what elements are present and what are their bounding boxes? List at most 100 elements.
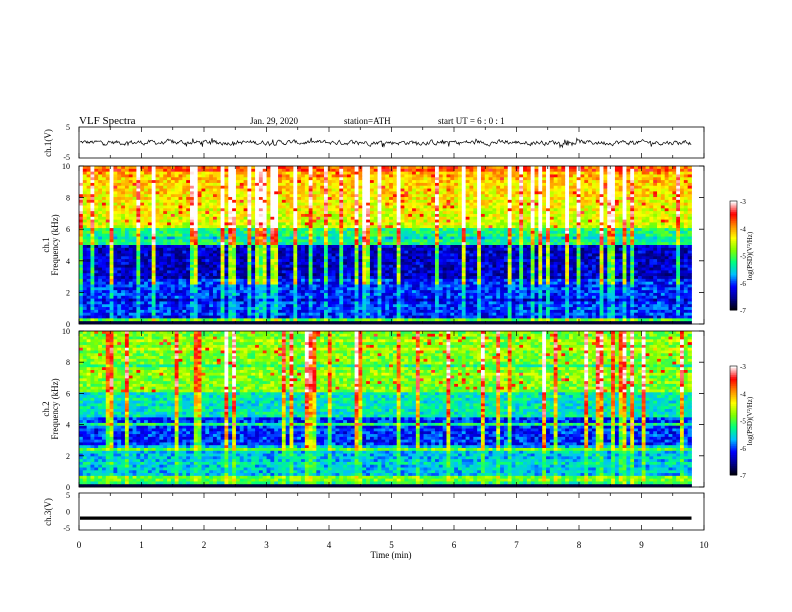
ch2-colorbar-swatch xyxy=(730,458,737,461)
time-tick-label: 1 xyxy=(139,540,144,550)
ch2-spectrogram-ytick-label: 8 xyxy=(66,358,70,367)
ch2-colorbar-swatch xyxy=(730,471,737,474)
ch1-colorbar-swatch xyxy=(730,270,737,273)
ch2-colorbar-tick: -5 xyxy=(740,418,746,426)
ch2-frequency-label: Frequency (kHz) xyxy=(50,378,60,439)
ch1-spectrogram-yticks: 0 2 4 6 8 10 xyxy=(62,162,704,329)
time-tick-label: 9 xyxy=(639,540,644,550)
ch1-colorbar-swatch xyxy=(730,273,737,276)
ch1-spectrogram-ytick-label: 4 xyxy=(66,257,70,266)
ch1-colorbar-swatch xyxy=(730,277,737,280)
ch1-spectrogram-ytick-label: 8 xyxy=(66,194,70,203)
ch1-colorbar-swatch xyxy=(730,308,737,311)
time-axis-label: Time (min) xyxy=(371,550,412,560)
ch1-colorbar-swatch xyxy=(730,222,737,226)
ch2-colorbar-swatch xyxy=(730,375,737,378)
ch1-waveform-trace xyxy=(79,137,692,149)
ch1-colorbar-swatch xyxy=(730,262,737,266)
ch2-spectrogram-ytick-label: 0 xyxy=(66,483,70,492)
ch1-waveform-panel: 5 -5 ch.1(V) xyxy=(43,123,705,162)
ch2-colorbar-swatch xyxy=(730,404,737,407)
ch1-colorbar-swatch xyxy=(730,248,737,251)
ch1-colorbar-swatch xyxy=(730,202,737,206)
ch1-colorbar: -3 -4 -5 -6 -7 xyxy=(729,198,746,315)
ch1-colorbar-swatch xyxy=(730,239,737,242)
ch2-colorbar-swatch xyxy=(730,453,737,456)
ch2-colorbar-frame xyxy=(729,365,738,476)
ch1-colorbar-label: log(PSD)(V²/Hz) xyxy=(746,231,754,280)
ch1-colorbar-swatch xyxy=(730,211,737,215)
ch2-colorbar-swatch xyxy=(730,433,737,436)
ch1-colorbar-swatch xyxy=(730,286,737,289)
ch1-colorbar-swatch xyxy=(730,259,737,262)
ch3-waveform-panel: 5 -5 ch.3(V) 0 xyxy=(43,491,705,533)
ch2-colorbar-swatch xyxy=(730,395,737,398)
ch1-colorbar-swatch xyxy=(730,208,737,211)
ch2-colorbar-swatch xyxy=(730,400,737,403)
ch2-colorbar-swatch xyxy=(730,366,737,369)
ch1-colorbar-tick: -5 xyxy=(740,253,746,261)
ch2-colorbar-swatch xyxy=(730,440,737,443)
ch2-colorbar-label: log(PSD)(V²/Hz) xyxy=(746,396,754,445)
ch1-colorbar-swatch xyxy=(730,255,737,258)
ch2-colorbar-swatch xyxy=(730,389,737,392)
ch2-colorbar: -3 -4 -5 -6 -7 xyxy=(729,363,746,480)
ch2-colorbar-swatch xyxy=(730,473,737,476)
ch2-colorbar-swatch xyxy=(730,436,737,440)
ch3-ytick-top: 5 xyxy=(66,491,70,500)
ch1-colorbar-swatch xyxy=(730,266,737,269)
ch2-colorbar-tick: -3 xyxy=(740,363,746,371)
ch2-colorbar-swatch xyxy=(730,464,737,467)
ch1-ytick-bottom: -5 xyxy=(63,153,70,162)
ch1-colorbar-swatch xyxy=(730,204,737,207)
start-time-label: start UT = 6 : 0 : 1 xyxy=(438,116,505,126)
time-axis-tick-labels: 0 1 2 3 4 5 6 7 8 9 10 xyxy=(77,540,709,550)
ch2-colorbar-swatch xyxy=(730,371,737,374)
ch1-colorbar-swatch xyxy=(730,231,737,235)
ch2-colorbar-swatch xyxy=(730,424,737,427)
ch1-spectrogram-ytick-label: 2 xyxy=(66,288,70,297)
ch1-colorbar-tick: -4 xyxy=(740,225,746,233)
ch1-colorbar-swatch xyxy=(730,213,737,217)
ch1-colorbar-swatch xyxy=(730,220,737,224)
ch1-colorbar-swatch xyxy=(730,244,737,247)
ch2-colorbar-swatch xyxy=(730,393,737,396)
ch2-colorbar-swatch xyxy=(730,447,737,451)
figure-title: VLF Spectra xyxy=(79,115,136,127)
ch1-colorbar-swatch xyxy=(730,206,737,209)
ch1-colorbar-swatch xyxy=(730,240,737,244)
ch1-colorbar-swatch xyxy=(730,226,737,229)
time-tick-label: 0 xyxy=(77,540,82,550)
ch1-colorbar-swatch xyxy=(730,260,737,264)
ch2-colorbar-swatch xyxy=(730,465,737,469)
ch2-colorbar-swatch xyxy=(730,373,737,376)
ch2-colorbar-swatch xyxy=(730,455,737,458)
ch1-colorbar-swatch xyxy=(730,230,737,233)
ch1-colorbar-swatch xyxy=(730,284,737,287)
ch2-colorbar-swatch xyxy=(730,376,737,380)
ch2-colorbar-swatch xyxy=(730,413,737,416)
ch2-colorbar-swatch xyxy=(730,429,737,432)
ch3-waveform-frame xyxy=(78,492,705,531)
ch2-colorbar-swatch xyxy=(730,405,737,409)
ch1-colorbar-swatch xyxy=(730,293,737,296)
ch1-waveform-ylabel: ch.1(V) xyxy=(43,129,53,157)
ch2-colorbar-swatch xyxy=(730,438,737,441)
ch2-colorbar-swatch xyxy=(730,431,737,434)
ch1-colorbar-swatch xyxy=(730,304,737,307)
ch1-colorbar-frame xyxy=(729,200,738,311)
ch2-colorbar-swatch xyxy=(730,387,737,391)
ch2-colorbar-swatch xyxy=(730,435,737,438)
ch1-colorbar-swatch xyxy=(730,291,737,295)
station-label: station=ATH xyxy=(344,116,391,126)
ch2-colorbar-swatch xyxy=(730,422,737,425)
ch1-colorbar-swatch xyxy=(730,237,737,240)
ch1-spectrogram-ytick-label: 10 xyxy=(62,162,70,171)
ch1-colorbar-swatch xyxy=(730,217,737,220)
ch2-colorbar-swatch xyxy=(730,442,737,445)
ch1-colorbar-swatch xyxy=(730,235,737,238)
ch2-colorbar-swatch xyxy=(730,467,737,471)
ch2-colorbar-swatch xyxy=(730,420,737,423)
